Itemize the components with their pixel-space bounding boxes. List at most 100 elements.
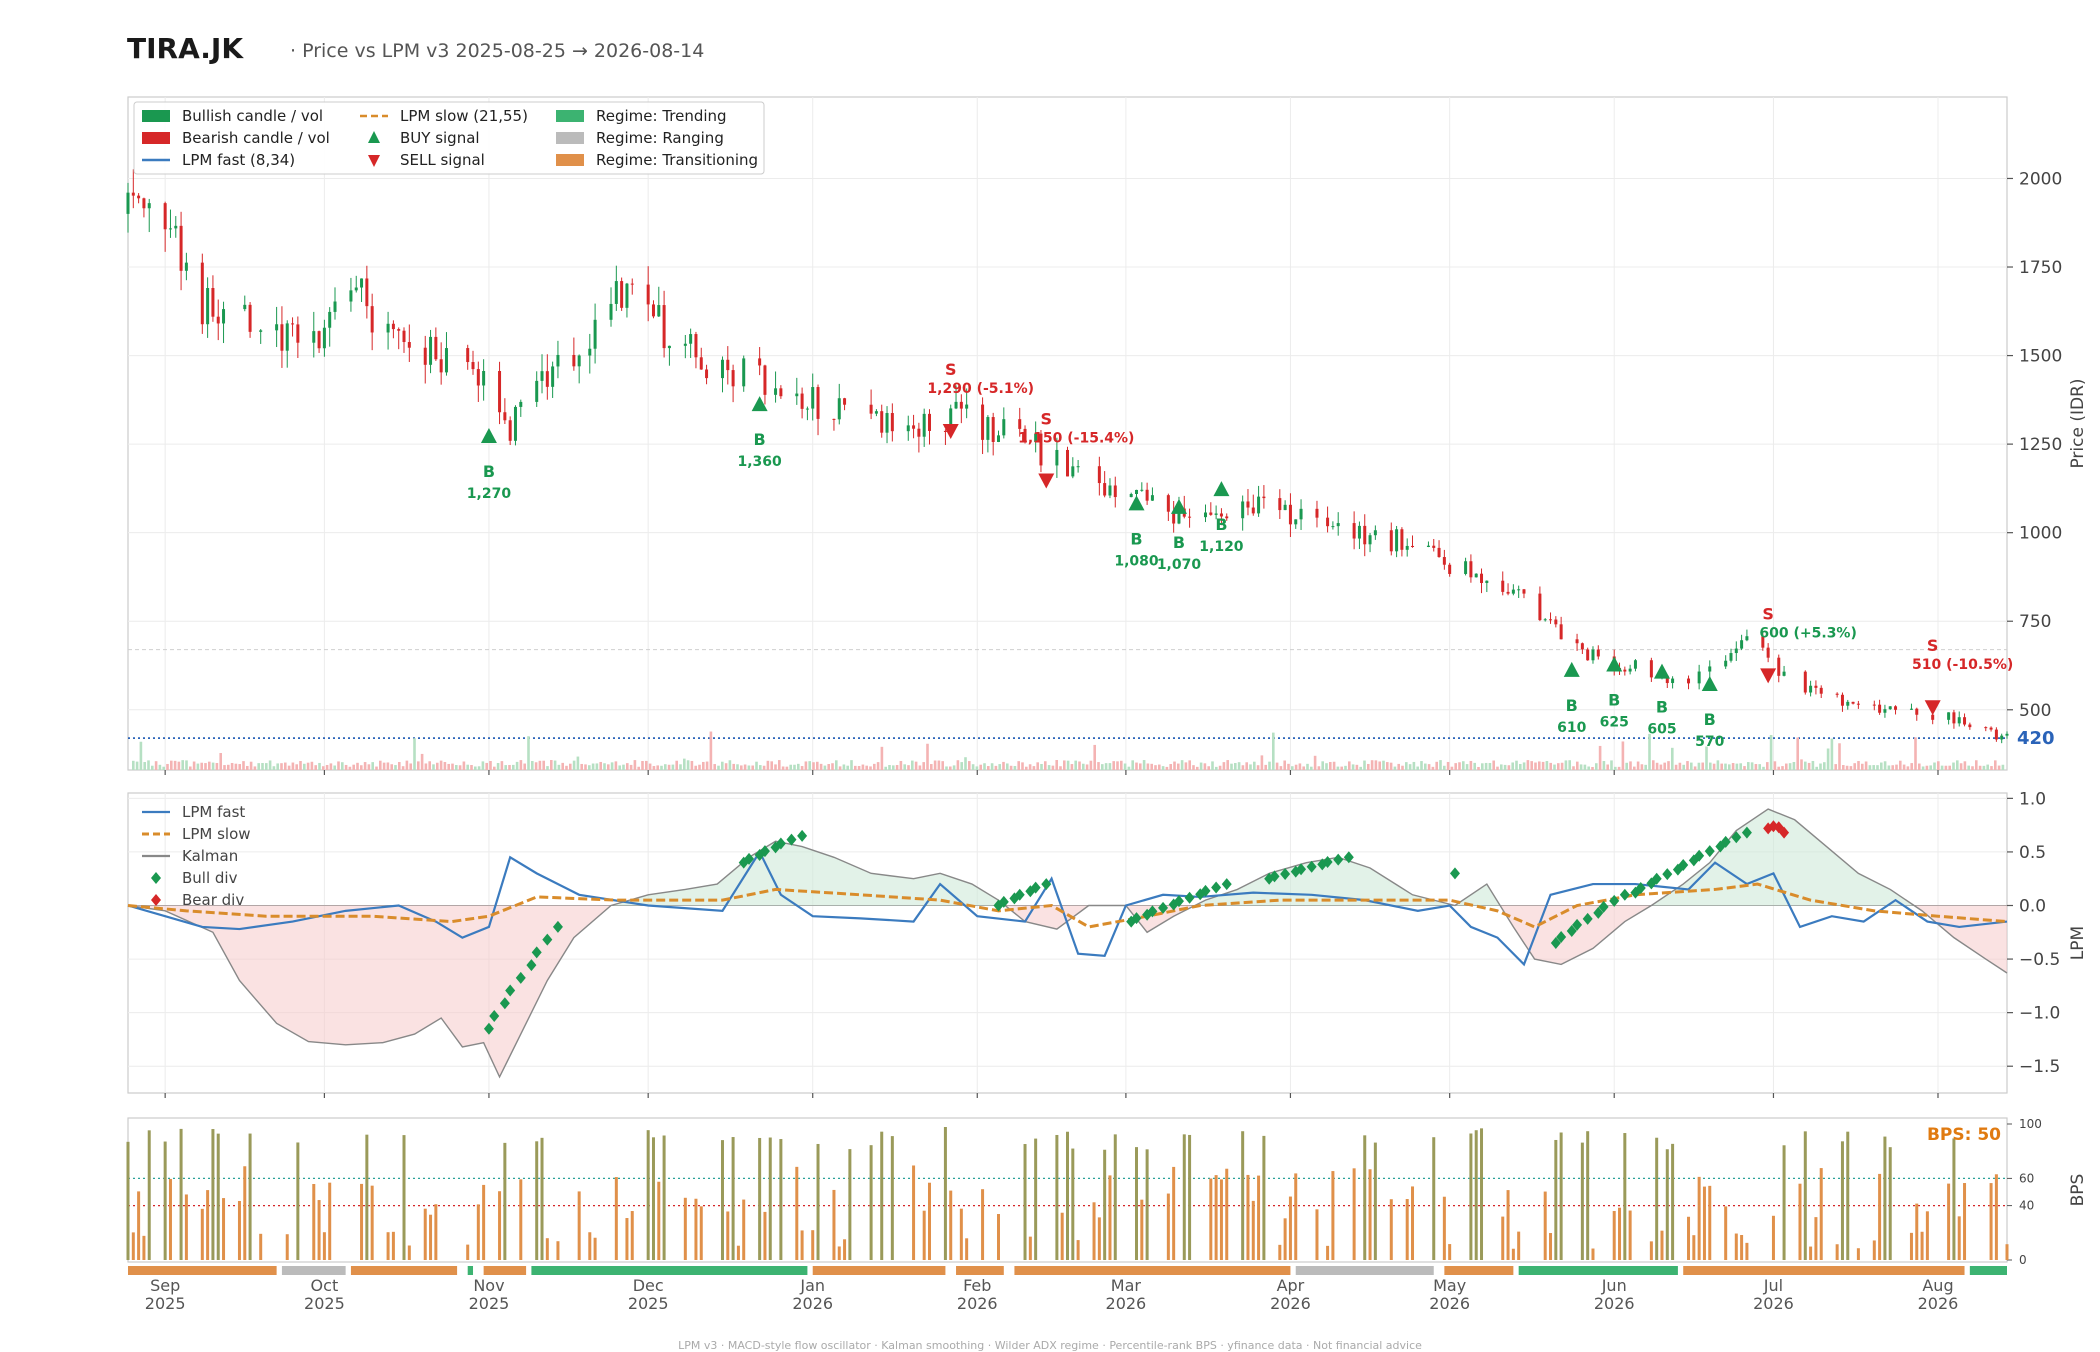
legend-swatch bbox=[556, 132, 584, 144]
sell-signal-letter: S bbox=[945, 360, 957, 379]
volume-bar bbox=[234, 763, 238, 770]
candle-body bbox=[397, 329, 401, 331]
bull-div-marker bbox=[1582, 912, 1593, 925]
candle-body bbox=[1740, 640, 1744, 649]
last-price-label: 420 bbox=[2017, 728, 2055, 749]
candle-body bbox=[1055, 449, 1059, 466]
volume-bar bbox=[249, 761, 253, 770]
volume-bar bbox=[1986, 764, 1989, 770]
volume-bars bbox=[132, 731, 2005, 770]
volume-bar bbox=[869, 766, 872, 770]
volume-bar bbox=[831, 763, 834, 770]
legend-label: LPM fast (8,34) bbox=[182, 151, 295, 169]
buy-signal-price: 1,070 bbox=[1157, 557, 1202, 573]
candle-body bbox=[1708, 666, 1712, 672]
bps-tick-label: 0 bbox=[2019, 1253, 2027, 1267]
bps-bar bbox=[1708, 1185, 1712, 1260]
candle-body bbox=[365, 278, 369, 307]
candle-body bbox=[163, 203, 167, 230]
bull-div-marker bbox=[505, 984, 516, 997]
volume-bar bbox=[918, 765, 922, 770]
bps-bar bbox=[731, 1137, 735, 1260]
volume-bar bbox=[1500, 764, 1503, 770]
volume-bar bbox=[390, 764, 393, 770]
volume-bar bbox=[1158, 764, 1161, 770]
candle-body bbox=[137, 195, 141, 199]
candle-body bbox=[1580, 643, 1584, 650]
volume-bar bbox=[238, 764, 241, 770]
volume-bar bbox=[1678, 762, 1682, 770]
lpm-tick-label: 0.0 bbox=[2019, 897, 2046, 917]
volume-bar bbox=[1697, 762, 1701, 770]
candle-body bbox=[1204, 512, 1208, 518]
volume-bar bbox=[192, 761, 196, 770]
regime-segment-ranging bbox=[281, 1266, 346, 1275]
volume-bar bbox=[436, 762, 439, 770]
volume-bar bbox=[637, 766, 640, 770]
candle-body bbox=[832, 418, 836, 420]
volume-bar bbox=[1807, 762, 1811, 770]
candle-body bbox=[1145, 489, 1149, 501]
bull-div-marker bbox=[1449, 867, 1460, 880]
volume-bar bbox=[1344, 765, 1347, 770]
volume-bar bbox=[534, 762, 538, 770]
volume-bar bbox=[1325, 763, 1328, 770]
volume-bar bbox=[1541, 761, 1545, 770]
candle-body bbox=[1591, 649, 1595, 661]
candle-body bbox=[1172, 511, 1176, 524]
volume-bar bbox=[1032, 766, 1036, 770]
bps-bar bbox=[1405, 1199, 1409, 1260]
candle-body bbox=[1766, 647, 1770, 658]
bps-bar bbox=[360, 1183, 364, 1260]
volume-bar bbox=[1386, 762, 1389, 770]
volume-bar bbox=[1511, 762, 1514, 770]
candle-body bbox=[1464, 561, 1468, 574]
candle-body bbox=[1018, 419, 1022, 429]
candle-body bbox=[1251, 507, 1255, 514]
candle-body bbox=[498, 371, 502, 413]
legend-label: Bearish candle / vol bbox=[182, 129, 330, 147]
volume-bar bbox=[170, 760, 173, 770]
volume-bar bbox=[1921, 766, 1925, 770]
candle-body bbox=[1952, 712, 1956, 724]
volume-bar bbox=[1754, 764, 1758, 770]
volume-bar bbox=[1959, 763, 1963, 770]
buy-signal-marker bbox=[1606, 656, 1623, 672]
bps-bar bbox=[1628, 1210, 1632, 1260]
bull-div-marker bbox=[775, 837, 786, 850]
kalman-negative-area bbox=[128, 905, 2007, 1077]
volume-bar bbox=[504, 765, 507, 770]
volume-bar bbox=[903, 764, 906, 770]
volume-bar bbox=[348, 766, 352, 770]
x-tick-year: 2026 bbox=[1918, 1294, 1959, 1313]
legend-label: Bull div bbox=[182, 869, 238, 887]
candle-body bbox=[551, 366, 555, 387]
candle-body bbox=[1076, 466, 1080, 468]
bull-div-marker bbox=[786, 833, 797, 846]
bps-bar bbox=[131, 1232, 135, 1260]
bps-bar bbox=[1856, 1248, 1860, 1260]
candle-body bbox=[1814, 685, 1818, 688]
volume-bar bbox=[1310, 766, 1313, 770]
candle-body bbox=[1596, 649, 1600, 657]
bps-bar bbox=[312, 1183, 316, 1260]
candle-body bbox=[556, 354, 560, 367]
volume-bar bbox=[177, 761, 181, 770]
candle-body bbox=[1426, 545, 1430, 547]
bps-axis-label: BPS bbox=[2068, 1174, 2088, 1207]
volume-bar bbox=[1279, 766, 1283, 770]
volume-bar bbox=[1952, 762, 1955, 770]
volume-bar bbox=[1104, 763, 1108, 770]
candle-body bbox=[959, 401, 963, 409]
candle-body bbox=[1129, 493, 1133, 498]
candle-body bbox=[360, 278, 364, 288]
legend-label: LPM slow (21,55) bbox=[400, 107, 528, 125]
volume-bar bbox=[1883, 761, 1887, 770]
volume-bar bbox=[713, 764, 716, 770]
volume-bar bbox=[1648, 733, 1651, 770]
candle-body bbox=[1357, 525, 1361, 539]
bull-div-marker bbox=[1306, 860, 1317, 873]
volume-bar bbox=[1519, 763, 1522, 770]
volume-bar bbox=[1724, 763, 1727, 770]
candle-body bbox=[811, 387, 815, 409]
